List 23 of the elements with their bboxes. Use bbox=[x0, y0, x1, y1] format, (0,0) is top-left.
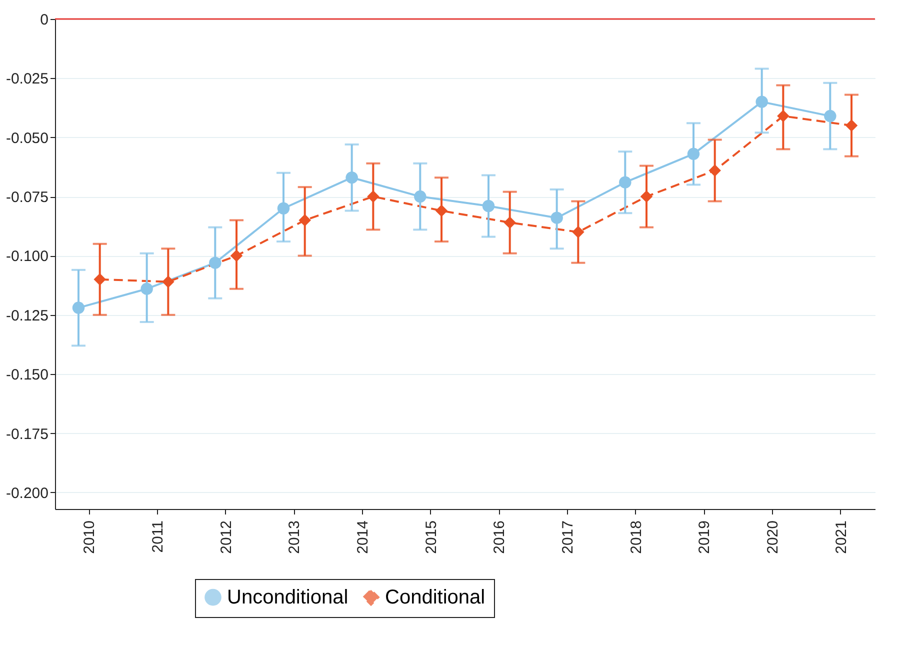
x-tick-label: 2020 bbox=[764, 520, 782, 554]
legend-label: Unconditional bbox=[227, 586, 348, 608]
x-tick-label: 2021 bbox=[832, 520, 850, 554]
x-tick-label: 2018 bbox=[628, 520, 645, 554]
x-tick-label: 2013 bbox=[286, 520, 304, 554]
y-tick-label: -0.200 bbox=[6, 484, 48, 502]
y-tick-label: -0.125 bbox=[6, 307, 48, 324]
y-tick-label: -0.175 bbox=[6, 426, 48, 443]
x-tick-label: 2014 bbox=[354, 520, 372, 554]
y-tick-label: -0.150 bbox=[6, 366, 48, 384]
x-tick-label: 2016 bbox=[491, 520, 508, 554]
y-tick-label: -0.050 bbox=[6, 130, 48, 147]
y-tick-label: -0.100 bbox=[6, 248, 48, 266]
x-tick-label: 2012 bbox=[218, 520, 235, 554]
legend-label: Conditional bbox=[385, 586, 486, 608]
y-tick-label: -0.025 bbox=[6, 70, 48, 88]
x-tick-label: 2017 bbox=[560, 520, 576, 554]
x-tick-label: 2015 bbox=[422, 520, 440, 554]
x-tick-label: 2010 bbox=[81, 520, 98, 554]
y-tick-label: -0.075 bbox=[6, 189, 48, 206]
y-tick-label: 0 bbox=[40, 12, 48, 28]
x-tick-label: 2019 bbox=[696, 520, 714, 554]
x-tick-label: 2011 bbox=[150, 520, 166, 553]
